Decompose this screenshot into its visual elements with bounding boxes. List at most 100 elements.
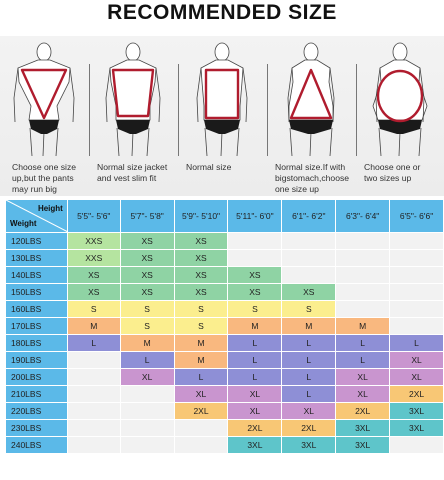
- left-arm: [196, 67, 202, 123]
- size-chart-table: Height Weight 5'5"- 5'6" 5'7"- 5'8" 5'9"- 5'…: [5, 199, 444, 454]
- head: [303, 42, 319, 62]
- caption-line: Choose one size: [12, 162, 77, 172]
- weight-cell: 130LBS: [5, 249, 68, 267]
- legs: [378, 127, 422, 156]
- size-cell: XS: [227, 283, 283, 301]
- right-arm: [242, 67, 248, 123]
- size-cell: L: [281, 351, 337, 369]
- weight-cell: 210LBS: [5, 385, 68, 403]
- divider: [356, 64, 357, 156]
- size-cell: S: [281, 300, 337, 318]
- empty-cell: [335, 232, 391, 250]
- head: [36, 42, 52, 62]
- right-arm: [69, 67, 75, 123]
- size-cell: M: [173, 334, 229, 352]
- size-cell: M: [227, 317, 283, 335]
- size-cell: XL: [227, 402, 283, 420]
- figure-inverted-triangle: [13, 42, 75, 156]
- divider: [267, 64, 268, 156]
- left-arm: [375, 67, 381, 123]
- caption-line: Normal size.If with: [275, 162, 346, 172]
- table-row: 180LBS L M M L L L L: [5, 334, 444, 352]
- size-cell: S: [119, 300, 175, 318]
- size-cell: XS: [173, 232, 229, 250]
- size-cell: XL: [335, 385, 391, 403]
- size-cell: XS: [173, 266, 229, 284]
- weight-cell: 160LBS: [5, 300, 68, 318]
- caption-line: Normal size jacket: [97, 162, 168, 172]
- size-cell: M: [119, 334, 175, 352]
- caption-line: Normal size: [186, 162, 232, 172]
- size-cell: S: [173, 300, 229, 318]
- caption-line: one size up: [275, 184, 319, 194]
- size-cell: L: [281, 368, 337, 386]
- table-row: 140LBS XS XS XS XS: [5, 266, 444, 284]
- size-cell: L: [389, 334, 444, 352]
- size-cell: L: [227, 334, 283, 352]
- caption-line: Choose one or: [364, 162, 421, 172]
- size-cell: XL: [119, 368, 175, 386]
- caption-line: up,but the pants: [12, 173, 74, 183]
- shape-rectangle: [204, 68, 240, 120]
- empty-cell: [389, 317, 444, 335]
- left-arm: [287, 67, 293, 123]
- size-cell: XS: [173, 283, 229, 301]
- weight-cell: 120LBS: [5, 232, 68, 250]
- weight-cell: 150LBS: [5, 283, 68, 301]
- table-row: 230LBS 2XL 2XL 3XL 3XL: [5, 419, 444, 437]
- size-cell: L: [173, 368, 229, 386]
- weight-cell: 200LBS: [5, 368, 68, 386]
- right-arm: [419, 67, 425, 123]
- height-column-header: 5'5"- 5'6": [66, 199, 121, 233]
- empty-cell: [281, 249, 337, 267]
- weight-cell: 230LBS: [5, 419, 68, 437]
- table-row: 190LBS L M L L L XL: [5, 351, 444, 369]
- table-row: 170LBS M S S M M M: [5, 317, 444, 335]
- weight-cell: 220LBS: [5, 402, 68, 420]
- caption-line: bigstomach,choose: [275, 173, 350, 183]
- size-cell: XS: [227, 266, 283, 284]
- size-cell: XS: [119, 266, 175, 284]
- size-cell: 2XL: [335, 402, 391, 420]
- empty-cell: [66, 368, 121, 386]
- body-type-caption: Normal size.If with bigstomach,choose one …: [275, 162, 362, 195]
- figure-rectangle: [196, 42, 248, 156]
- height-column-header: 5'7"- 5'8": [119, 199, 175, 233]
- figure-trapezoid: [105, 42, 161, 156]
- weight-label: Weight: [10, 219, 37, 228]
- size-cell: XL: [389, 351, 444, 369]
- size-cell: XS: [281, 283, 337, 301]
- size-cell: L: [281, 334, 337, 352]
- head: [125, 42, 141, 62]
- size-cell: 3XL: [227, 436, 283, 454]
- table-row: 130LBS XXS XS XS: [5, 249, 444, 267]
- empty-cell: [119, 402, 175, 420]
- height-column-header: 6'3"- 6'4": [335, 199, 391, 233]
- body-type-caption: Normal size: [186, 162, 273, 173]
- empty-cell: [173, 419, 229, 437]
- empty-cell: [227, 249, 283, 267]
- height-column-header: 5'9"- 5'10": [173, 199, 229, 233]
- empty-cell: [119, 419, 175, 437]
- empty-cell: [335, 266, 391, 284]
- empty-cell: [119, 385, 175, 403]
- size-cell: L: [335, 334, 391, 352]
- shape-trapezoid: [111, 68, 155, 118]
- size-cell: L: [66, 334, 121, 352]
- table-row: 200LBS XL L L L XL XL: [5, 368, 444, 386]
- size-cell: XL: [389, 368, 444, 386]
- body-type-rectangle: Normal size: [178, 36, 267, 196]
- empty-cell: [66, 402, 121, 420]
- size-cell: 2XL: [389, 385, 444, 403]
- shape-triangle: [289, 68, 333, 120]
- size-cell: XL: [173, 385, 229, 403]
- head: [214, 42, 230, 62]
- height-column-header: 5'11"- 6'0": [227, 199, 283, 233]
- size-cell: L: [227, 368, 283, 386]
- size-cell: M: [281, 317, 337, 335]
- briefs: [29, 120, 59, 134]
- height-header-row: Height Weight 5'5"- 5'6" 5'7"- 5'8" 5'9"- 5'…: [5, 199, 444, 233]
- left-arm: [105, 67, 111, 123]
- legs: [116, 127, 150, 156]
- empty-cell: [389, 283, 444, 301]
